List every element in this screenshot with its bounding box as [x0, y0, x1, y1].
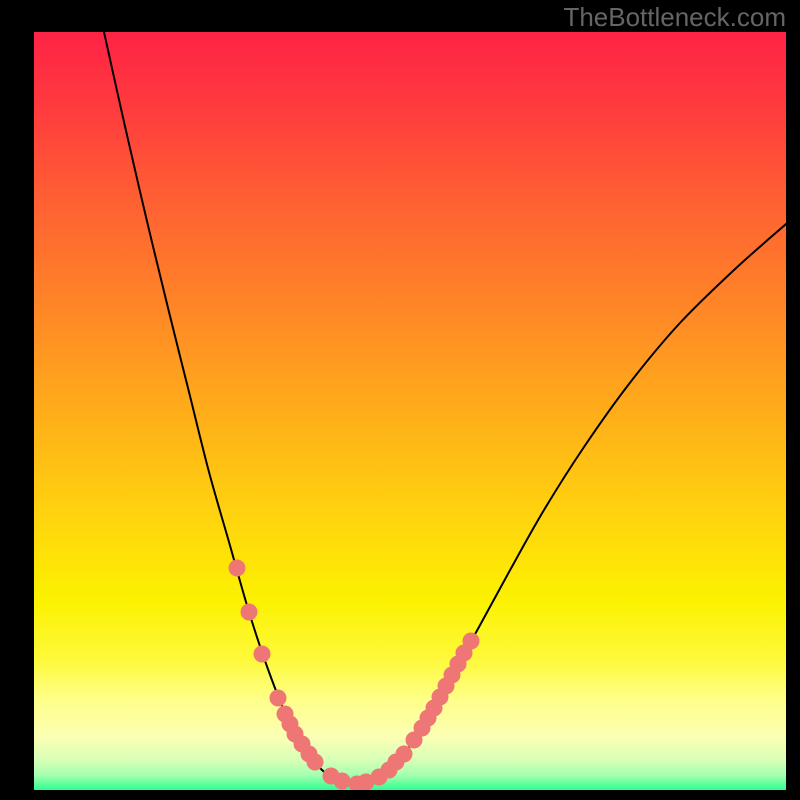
curve-marker — [307, 754, 324, 771]
chart-canvas: TheBottleneck.com — [0, 0, 800, 800]
curve-marker — [463, 633, 480, 650]
curve-marker — [396, 746, 413, 763]
attribution-text: TheBottleneck.com — [563, 2, 786, 33]
curve-marker — [229, 560, 246, 577]
curve-marker — [334, 773, 351, 790]
gradient-background — [34, 32, 786, 790]
curve-marker — [254, 646, 271, 663]
plot-area — [34, 32, 786, 790]
curve-marker — [241, 604, 258, 621]
plot-svg — [34, 32, 786, 790]
curve-marker — [270, 690, 287, 707]
